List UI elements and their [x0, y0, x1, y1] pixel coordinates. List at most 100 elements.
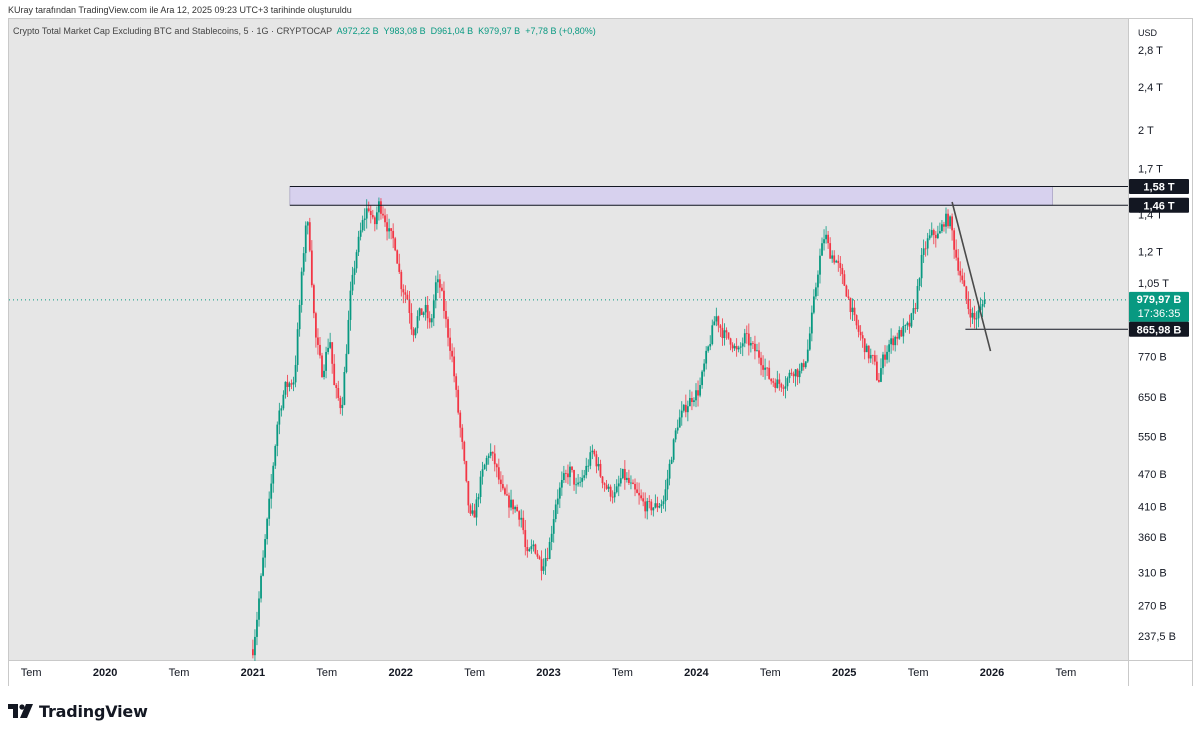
candle-body — [644, 501, 647, 512]
candle-body — [888, 344, 890, 352]
time-axis-background[interactable] — [9, 660, 1129, 686]
candle-body — [567, 473, 569, 478]
candle-body — [672, 439, 675, 460]
candle-body — [424, 304, 427, 313]
candle-body — [392, 230, 395, 239]
y-tick-label: 2,8 T — [1138, 45, 1163, 57]
candle-body — [323, 370, 325, 377]
candle-body — [906, 322, 909, 326]
price-chart[interactable]: USD 2,8 T2,4 T2 T1,7 T1,4 T1,2 T1,05 T77… — [9, 19, 1192, 686]
candle-body — [382, 213, 384, 216]
candle-body — [416, 316, 419, 329]
resistance-zone — [289, 186, 1053, 206]
candle-body — [585, 465, 588, 476]
price-label-box — [1129, 197, 1189, 213]
x-tick-label: 2022 — [388, 667, 412, 679]
candle-body — [873, 355, 876, 362]
candle-body — [312, 285, 315, 314]
candle-body — [955, 249, 958, 258]
candle-body — [365, 208, 368, 219]
candle-body — [463, 441, 466, 461]
candle-body — [254, 636, 256, 656]
candle-body — [613, 492, 616, 498]
candle-body — [713, 321, 716, 326]
candle-body — [451, 350, 453, 357]
price-label: 865,98 B — [1137, 324, 1182, 336]
currency-label[interactable]: USD — [1138, 28, 1158, 38]
candle-body — [589, 452, 592, 466]
legend-symbol[interactable]: Crypto Total Market Cap Excluding BTC an… — [13, 26, 333, 36]
legend-change: +7,78 B (+0,80%) — [525, 26, 596, 36]
x-tick-label: 2024 — [684, 667, 709, 679]
candle-body — [682, 404, 685, 411]
candle-body — [548, 541, 551, 559]
brand-name: TradingView — [39, 701, 148, 721]
candle-body — [552, 519, 555, 534]
candle-body — [284, 381, 287, 395]
candle-body — [337, 387, 340, 398]
candle-body — [514, 506, 516, 510]
candle-body — [886, 351, 888, 360]
candle-body — [827, 234, 830, 244]
candle-body — [593, 450, 596, 455]
candle-body — [408, 299, 411, 313]
candle-body — [920, 254, 923, 279]
candle-body — [798, 370, 801, 378]
candle-body — [493, 453, 496, 465]
candle-body — [975, 318, 978, 320]
candle-body — [965, 286, 968, 299]
candle-body — [979, 306, 982, 311]
candle-body — [845, 285, 848, 297]
time-axis: Tem 2020 Tem 2021 Tem 2022 Tem 2023 Tem 2024 Tem 20… — [21, 667, 1076, 679]
candle-body — [936, 233, 939, 239]
candle-body — [735, 346, 738, 350]
candle-body — [274, 445, 277, 466]
candle-body — [689, 398, 691, 407]
candle-body — [506, 494, 508, 496]
candle-body — [538, 556, 541, 560]
price-labels: 1,58 T 1,46 T 979,97 B 17:36:35 865,98 B — [1129, 179, 1189, 337]
x-tick-label: Tem — [1056, 667, 1077, 679]
candle-body — [815, 287, 817, 297]
candle-body — [715, 316, 718, 322]
candle-body — [288, 383, 291, 387]
candle-body — [390, 228, 393, 231]
candle-body — [892, 338, 895, 346]
candle-body — [371, 214, 374, 218]
candle-body — [762, 365, 764, 370]
candle-body — [918, 278, 921, 286]
candle-body — [502, 484, 504, 489]
candle-body — [447, 319, 449, 338]
candle-body — [554, 504, 557, 520]
y-tick-label: 1,2 T — [1138, 246, 1163, 258]
candle-body — [898, 329, 901, 339]
candle-body — [686, 406, 689, 413]
price-label-box — [1129, 179, 1189, 194]
candle-body — [300, 271, 303, 305]
candle-body — [343, 372, 346, 405]
candle-body — [449, 337, 451, 351]
x-tick-label: Tem — [760, 667, 781, 679]
candle-body — [961, 275, 964, 281]
candle-body — [658, 506, 661, 508]
candle-body — [768, 367, 771, 379]
candle-body — [875, 361, 878, 381]
candle-body — [656, 503, 659, 508]
candle-body — [380, 201, 382, 214]
tradingview-brand[interactable]: TradingView — [8, 700, 148, 722]
candle-body — [398, 263, 401, 272]
legend-open: A972,22 B — [336, 26, 379, 36]
candle-body — [455, 376, 458, 390]
candle-body — [434, 282, 437, 301]
candle-body — [652, 507, 655, 511]
candle-body — [640, 495, 643, 499]
price-axis-background[interactable] — [1129, 19, 1192, 686]
candle-body — [530, 546, 533, 550]
legend-high: Y983,08 B — [383, 26, 426, 36]
candle-body — [648, 501, 651, 502]
candle-body — [611, 496, 614, 498]
candle-body — [355, 252, 358, 269]
candle-body — [260, 575, 262, 599]
candle-body — [882, 354, 884, 369]
candle-body — [808, 333, 811, 350]
